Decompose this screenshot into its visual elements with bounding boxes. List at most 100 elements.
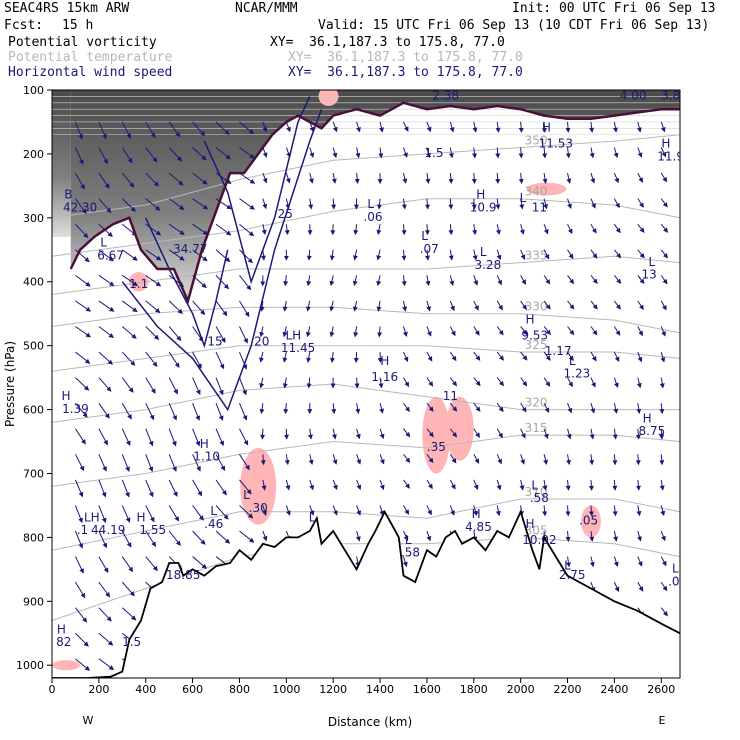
wind-vector-arrow xyxy=(471,198,477,210)
wind-vector-arrow xyxy=(98,632,114,646)
wind-vector-arrow xyxy=(98,121,107,140)
wind-vector-arrow xyxy=(403,428,411,438)
wind-vector-arrow xyxy=(121,172,135,188)
wind-vector-arrow xyxy=(495,173,501,185)
wind-vector-arrow xyxy=(168,351,180,368)
wind-vector-arrow xyxy=(613,147,619,159)
wind-vector-arrow xyxy=(262,147,268,158)
wind-vector-arrow xyxy=(520,249,526,260)
wind-vector-arrow xyxy=(613,223,621,234)
field-extremum-label: 11.9 xyxy=(657,149,684,163)
field-extremum-label: H xyxy=(661,137,670,151)
wind-vector-arrow xyxy=(660,300,667,311)
wind-vector-arrow xyxy=(376,224,382,236)
wind-vector-arrow xyxy=(259,326,265,338)
wind-vector-arrow xyxy=(496,454,502,465)
west-endpoint-label: W xyxy=(83,714,94,727)
field-extremum-label: .13 xyxy=(638,268,657,282)
wind-vector-arrow xyxy=(426,530,432,542)
y-tick-label: 300 xyxy=(23,212,44,225)
wind-vector-arrow xyxy=(75,402,88,418)
wind-vector-arrow xyxy=(589,454,595,466)
wind-vector-arrow xyxy=(660,607,668,617)
field-extremum-label: L xyxy=(100,236,107,250)
wind-vector-arrow xyxy=(215,300,228,317)
x-tick-label: 800 xyxy=(229,683,250,696)
field-extremum-label: 18.85 xyxy=(166,568,200,582)
wind-vector-arrow xyxy=(192,172,208,185)
wind-vector-arrow xyxy=(98,556,109,574)
wind-vector-arrow xyxy=(403,377,410,388)
wind-vector-arrow xyxy=(565,530,571,542)
wind-vector-arrow xyxy=(168,249,185,261)
wind-vector-arrow xyxy=(75,326,91,338)
field-pv-xy: XY= 36.1,187.3 to 175.8, 77.0 xyxy=(270,35,505,50)
wind-vector-arrow xyxy=(637,581,644,592)
wind-vector-arrow xyxy=(613,172,619,184)
pv-stratosphere-shade-west xyxy=(52,90,71,237)
wind-vector-arrow xyxy=(74,556,84,574)
wind-vector-arrow xyxy=(74,121,83,140)
wind-vector-arrow xyxy=(379,505,385,516)
wind-vector-arrow xyxy=(613,403,619,414)
wind-vector-arrow xyxy=(75,377,90,391)
wind-vector-arrow xyxy=(98,479,107,498)
wind-vector-arrow xyxy=(168,172,184,186)
wind-vector-arrow xyxy=(402,172,408,184)
field-extremum-label: 1.55 xyxy=(139,523,166,537)
wind-vector-arrow xyxy=(74,479,84,498)
wind-vector-arrow xyxy=(449,275,455,287)
wind-vector-arrow xyxy=(121,351,136,366)
wind-vector-arrow xyxy=(402,300,408,312)
wind-vector-arrow xyxy=(168,300,183,315)
field-pv-name: Potential vorticity xyxy=(8,35,157,50)
wind-vector-arrow xyxy=(356,121,361,133)
wind-vector-arrow xyxy=(168,505,180,522)
wind-vector-arrow xyxy=(259,377,265,389)
wind-vector-arrow xyxy=(121,530,132,548)
wind-vector-arrow xyxy=(636,121,642,133)
wind-vector-arrow xyxy=(520,454,525,465)
wind-speed-contour-label: 25 xyxy=(278,207,293,221)
wind-vector-arrow xyxy=(306,377,312,389)
plot-frame xyxy=(51,89,681,679)
wind-vector-arrow xyxy=(659,377,665,389)
wind-vector-arrow xyxy=(520,300,527,310)
wind-vector-arrow xyxy=(449,326,456,337)
wind-vector-arrow xyxy=(192,300,206,316)
wind-vector-arrow xyxy=(215,172,232,185)
wind-vector-arrow xyxy=(192,530,206,545)
wind-vector-arrow xyxy=(121,121,131,139)
wind-vector-arrow xyxy=(192,479,203,497)
wind-vector-arrow xyxy=(449,402,458,412)
wind-vector-arrow xyxy=(284,454,290,466)
x-tick-label: 600 xyxy=(182,683,203,696)
wind-vector-arrow xyxy=(542,173,548,184)
field-extremum-label: 2.38 xyxy=(432,89,459,103)
wind-vector-arrow xyxy=(659,403,665,415)
wind-vector-arrow xyxy=(285,505,291,516)
wind-vector-arrow xyxy=(145,505,155,523)
wind-vector-arrow xyxy=(121,454,130,472)
wind-vector-arrow xyxy=(613,377,619,389)
wind-vector-arrow xyxy=(496,479,502,491)
wind-vector-arrow xyxy=(543,377,551,387)
wind-vector-arrow xyxy=(262,530,268,542)
wind-vector-arrow xyxy=(567,377,573,388)
wind-vector-arrow xyxy=(145,556,158,572)
field-theta-xy: XY= 36.1,187.3 to 175.8, 77.0 xyxy=(288,50,523,65)
wind-vector-arrow xyxy=(401,224,407,236)
pv-positive-blob xyxy=(445,396,474,461)
field-extremum-label: 10.02 xyxy=(522,533,556,547)
wind-vector-arrow xyxy=(192,454,201,472)
theta-contour-label: 335 xyxy=(525,249,548,263)
wind-vector-arrow xyxy=(355,530,361,542)
wind-vector-arrow xyxy=(426,428,434,438)
field-extremum-label: .58 xyxy=(401,546,420,560)
wind-vector-arrow xyxy=(239,147,255,159)
wind-vector-arrow xyxy=(261,479,267,491)
wind-vector-arrow xyxy=(285,479,291,491)
wind-vector-arrow xyxy=(353,326,359,338)
wind-vector-arrow xyxy=(542,479,548,491)
wind-vector-arrow xyxy=(659,428,665,440)
